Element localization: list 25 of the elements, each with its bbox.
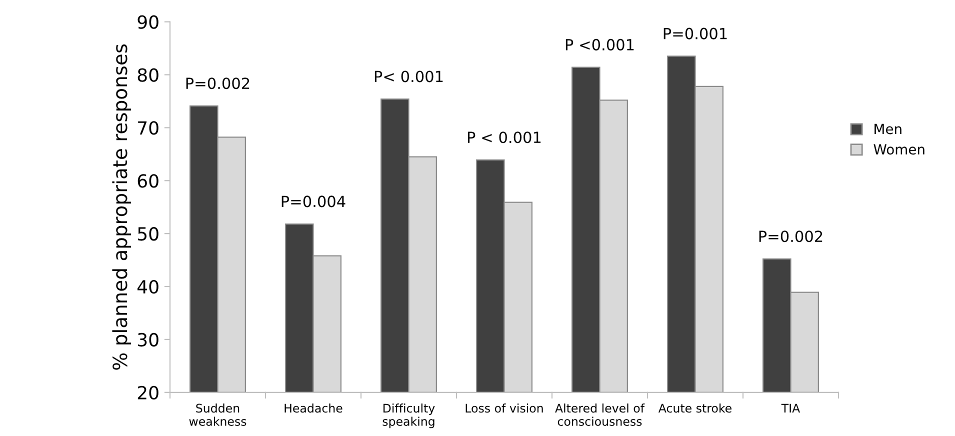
legend-label: Men: [874, 124, 902, 134]
x-tick-label: Loss of vision: [466, 404, 543, 413]
annotation: P=0.002: [186, 78, 250, 90]
y-tick-label: 90: [138, 15, 158, 29]
x-tick-label: Sudden weakness: [189, 404, 246, 426]
x-tick-label: Headache: [284, 404, 342, 413]
annotation: P=0.002: [759, 230, 822, 242]
y-axis-title: % planned appropriate responses: [112, 44, 132, 370]
annotation: P <0.001: [566, 38, 634, 50]
annotation: P < 0.001: [468, 132, 541, 144]
y-tick-label: 80: [138, 68, 158, 82]
y-tick-label: 60: [138, 174, 158, 188]
y-tick-label: 70: [138, 121, 158, 135]
x-tick-label: Altered level of consciousness: [555, 404, 645, 426]
annotation: P< 0.001: [374, 70, 443, 82]
y-tick-label: 20: [138, 386, 158, 400]
y-tick-label: 40: [137, 280, 158, 294]
y-tick-label: 50: [138, 227, 158, 241]
x-tick-label: Difficulty speaking: [382, 404, 435, 428]
x-tick-label: Acute stroke: [658, 404, 732, 413]
x-tick-label: TIA: [781, 404, 800, 412]
annotation: P=0.001: [664, 28, 727, 40]
y-tick-label: 30: [138, 332, 158, 347]
legend-label: Women: [874, 144, 924, 155]
annotation: P=0.004: [282, 196, 346, 208]
